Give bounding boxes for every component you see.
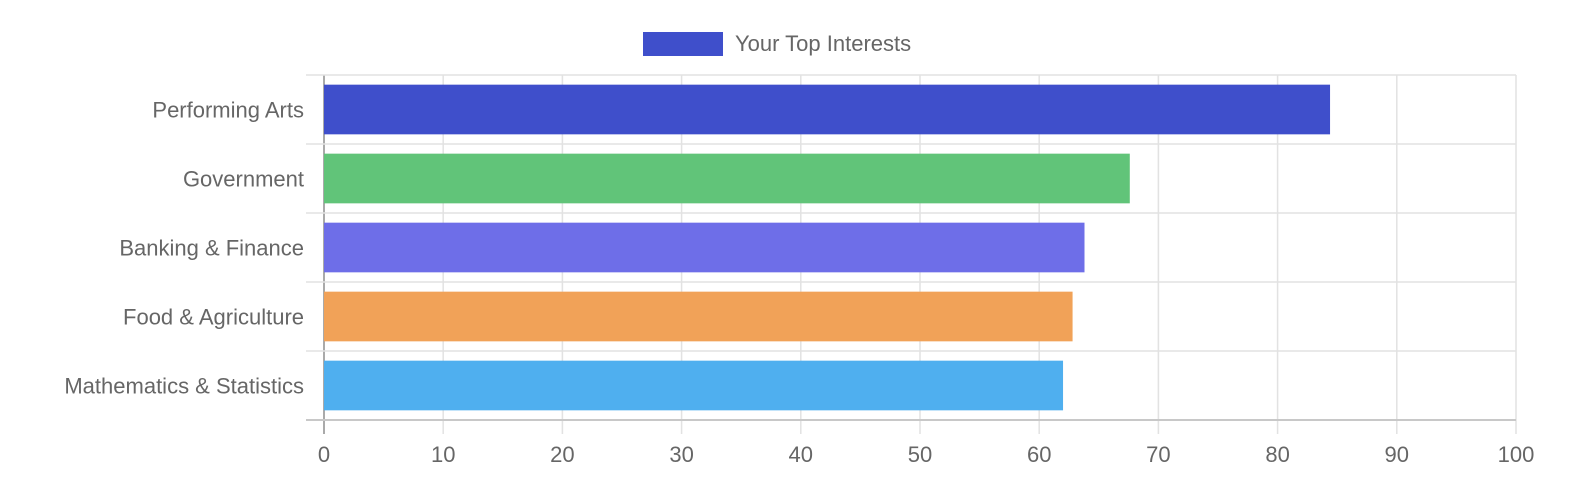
x-tick-label: 0 xyxy=(318,442,330,467)
x-tick-label: 70 xyxy=(1146,442,1170,467)
x-tick-label: 20 xyxy=(550,442,574,467)
bar[interactable] xyxy=(324,291,1073,342)
x-tick-label: 10 xyxy=(431,442,455,467)
y-tick-label: Government xyxy=(183,167,304,192)
y-tick-label: Performing Arts xyxy=(152,98,304,123)
x-tick-label: 100 xyxy=(1498,442,1535,467)
x-tick-label: 90 xyxy=(1385,442,1409,467)
legend-label: Your Top Interests xyxy=(735,31,911,56)
bars xyxy=(324,84,1331,411)
bar[interactable] xyxy=(324,153,1130,204)
x-axis: 0 10 20 30 40 50 60 70 80 90 100 xyxy=(318,442,1534,467)
x-tick-label: 80 xyxy=(1265,442,1289,467)
y-tick-label: Banking & Finance xyxy=(119,236,304,261)
y-tick-label: Food & Agriculture xyxy=(123,305,304,330)
legend[interactable]: Your Top Interests xyxy=(643,31,911,56)
legend-swatch xyxy=(643,32,723,56)
x-tick-label: 50 xyxy=(908,442,932,467)
x-tick-label: 40 xyxy=(789,442,813,467)
y-tick-label: Mathematics & Statistics xyxy=(64,374,304,399)
bar[interactable] xyxy=(324,222,1085,273)
y-axis: Performing Arts Government Banking & Finan… xyxy=(64,98,304,399)
bar[interactable] xyxy=(324,360,1064,411)
grid xyxy=(306,74,1517,434)
x-tick-label: 30 xyxy=(669,442,693,467)
x-tick-label: 60 xyxy=(1027,442,1051,467)
bar[interactable] xyxy=(324,84,1331,135)
